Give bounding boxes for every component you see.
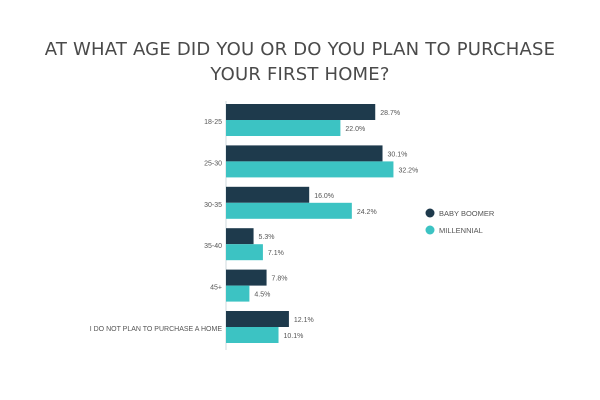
data-label: 28.7% <box>380 110 400 117</box>
data-label: 4.5% <box>254 292 270 299</box>
category-label: 18-25 <box>204 119 222 126</box>
category-label: 30-35 <box>204 202 222 209</box>
data-label: 32.2% <box>398 167 418 174</box>
legend-swatch <box>425 208 435 218</box>
legend-swatch <box>425 225 435 235</box>
category-label: 45+ <box>210 285 222 292</box>
chart-title: AT WHAT AGE DID YOU OR DO YOU PLAN TO PU… <box>0 38 600 88</box>
millennial-bar <box>226 161 394 178</box>
baby-boomer-bar <box>226 269 267 286</box>
legend-label: BABY BOOMER <box>439 209 495 218</box>
data-label: 7.1% <box>268 250 284 257</box>
chart-title-line-2: YOUR FIRST HOME? <box>210 63 390 85</box>
data-label: 30.1% <box>388 151 408 158</box>
data-label: 22.0% <box>345 126 365 133</box>
millennial-bar <box>226 285 250 302</box>
chart-title-line-1: AT WHAT AGE DID YOU OR DO YOU PLAN TO PU… <box>44 39 556 60</box>
category-label: 35-40 <box>204 243 222 250</box>
data-label: 24.2% <box>357 209 377 216</box>
millennial-bar <box>226 327 279 343</box>
millennial-bar <box>226 202 352 219</box>
category-label: 25-30 <box>204 160 222 167</box>
data-label: 5.3% <box>259 234 275 241</box>
baby-boomer-bar <box>226 145 383 162</box>
millennial-bar <box>226 120 341 136</box>
data-label: 16.0% <box>314 193 334 200</box>
baby-boomer-bar <box>226 186 310 203</box>
category-label: I DO NOT PLAN TO PURCHASE A HOME <box>90 326 223 333</box>
millennial-bar <box>226 244 263 261</box>
baby-boomer-bar <box>226 104 376 120</box>
baby-boomer-bar <box>226 311 289 327</box>
baby-boomer-bar <box>226 228 254 245</box>
data-label: 12.1% <box>294 317 314 324</box>
data-label: 7.8% <box>272 276 288 283</box>
legend-label: MILLENNIAL <box>439 226 483 235</box>
data-label: 10.1% <box>284 333 304 340</box>
